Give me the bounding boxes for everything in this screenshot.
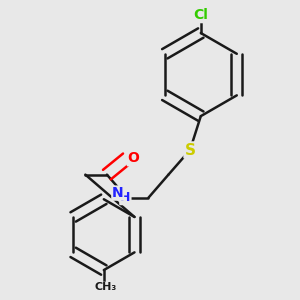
Text: H: H	[120, 191, 130, 204]
Text: S: S	[184, 142, 196, 158]
Text: CH₃: CH₃	[94, 282, 116, 292]
Text: N: N	[112, 186, 124, 200]
Text: O: O	[128, 151, 140, 165]
Text: Cl: Cl	[194, 8, 208, 22]
